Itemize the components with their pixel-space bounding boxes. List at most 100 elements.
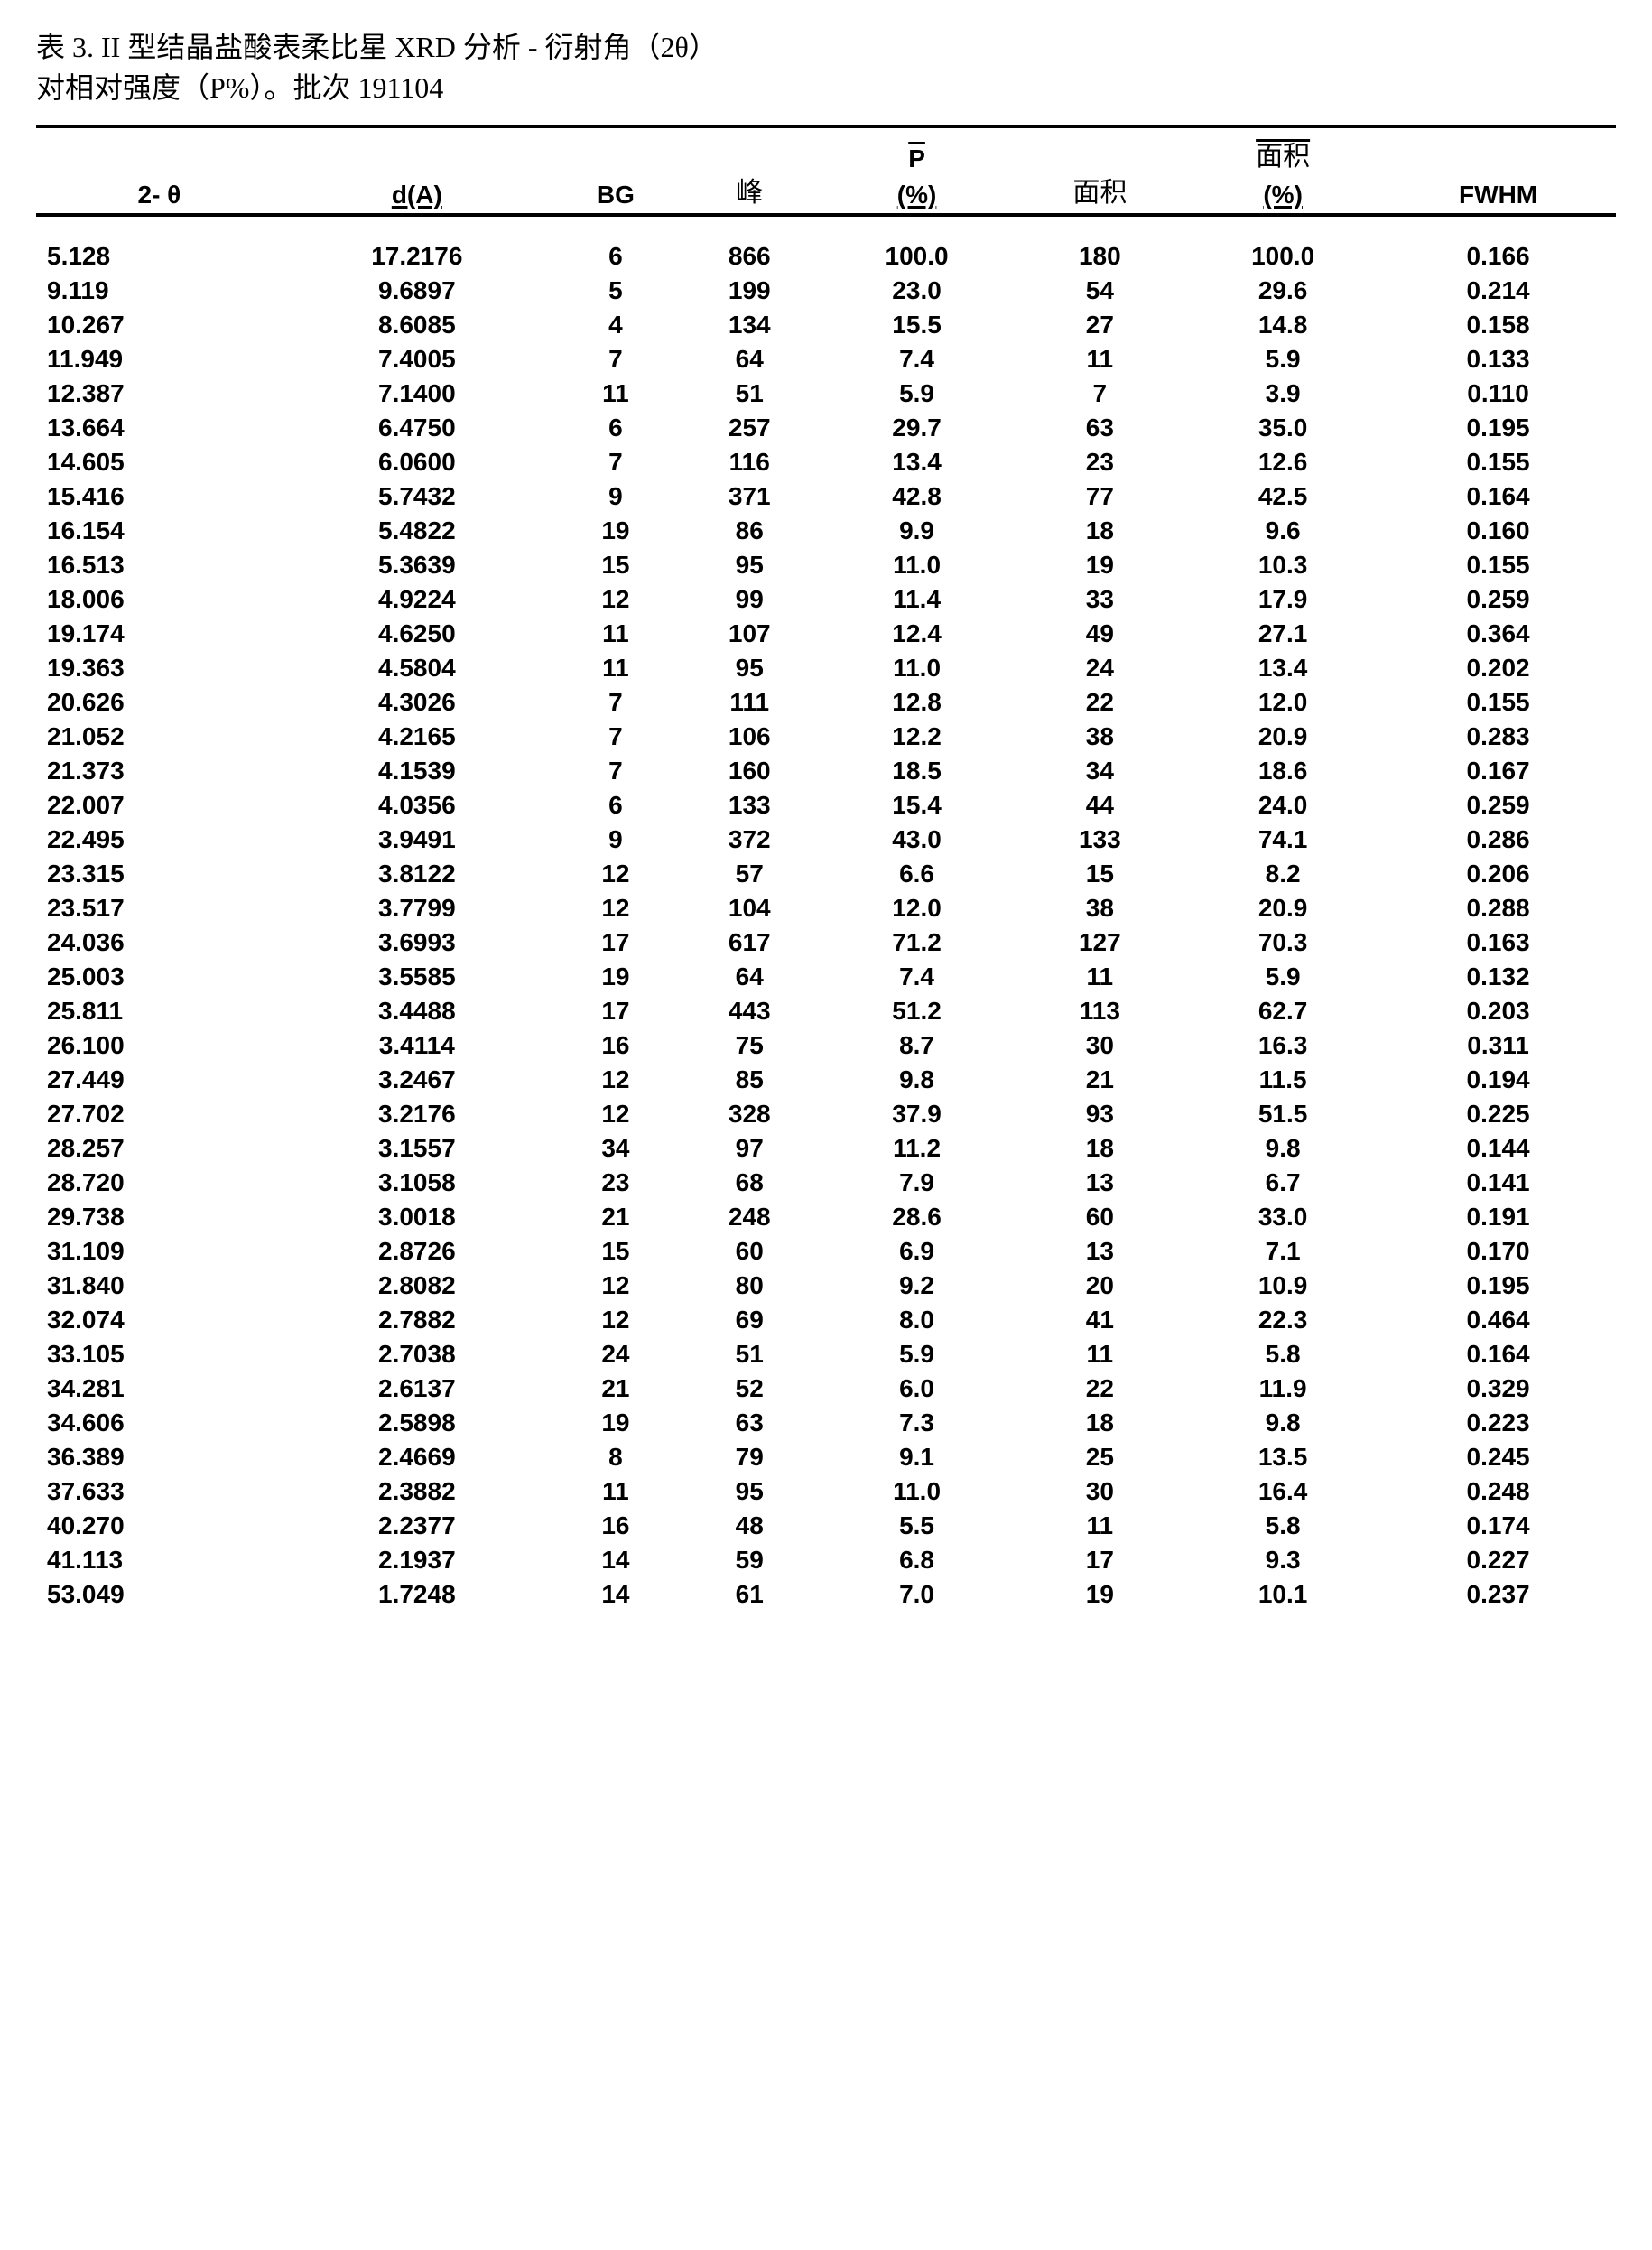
table-cell: 25: [1015, 1440, 1186, 1474]
table-cell: 104: [680, 891, 820, 925]
table-cell: 9.9: [820, 514, 1015, 548]
table-cell: 13.664: [36, 411, 283, 445]
table-cell: 9.6: [1185, 514, 1380, 548]
table-cell: 29.738: [36, 1200, 283, 1234]
table-cell: 0.194: [1380, 1063, 1616, 1097]
table-row: 11.9497.40057647.4115.90.133: [36, 342, 1616, 377]
table-caption: 表 3. II 型结晶盐酸表柔比星 XRD 分析 - 衍射角（2θ） 对相对强度…: [36, 27, 1616, 108]
table-cell: 21.052: [36, 720, 283, 754]
table-cell: 107: [680, 617, 820, 651]
table-cell: 4.1539: [283, 754, 552, 788]
table-cell: 85: [680, 1063, 820, 1097]
table-cell: 3.2467: [283, 1063, 552, 1097]
table-cell: 0.237: [1380, 1577, 1616, 1612]
table-row: 21.3734.1539716018.53418.60.167: [36, 754, 1616, 788]
table-cell: 29.7: [820, 411, 1015, 445]
table-cell: 80: [680, 1269, 820, 1303]
table-cell: 2.4669: [283, 1440, 552, 1474]
table-cell: 11.9: [1185, 1371, 1380, 1406]
table-cell: 0.191: [1380, 1200, 1616, 1234]
table-row: 22.4953.9491937243.013374.10.286: [36, 823, 1616, 857]
table-cell: 23: [552, 1166, 680, 1200]
table-row: 24.0363.69931761771.212770.30.163: [36, 925, 1616, 960]
table-cell: 0.164: [1380, 1337, 1616, 1371]
table-cell: 16.4: [1185, 1474, 1380, 1509]
table-cell: 0.223: [1380, 1406, 1616, 1440]
table-cell: 44: [1015, 788, 1186, 823]
table-cell: 13.4: [1185, 651, 1380, 685]
table-cell: 11.949: [36, 342, 283, 377]
table-cell: 15.5: [820, 308, 1015, 342]
table-cell: 0.155: [1380, 685, 1616, 720]
table-cell: 116: [680, 445, 820, 479]
table-cell: 11.0: [820, 548, 1015, 582]
table-cell: 19.363: [36, 651, 283, 685]
table-cell: 133: [680, 788, 820, 823]
table-cell: 8.7: [820, 1028, 1015, 1063]
table-row: 34.2812.613721526.02211.90.329: [36, 1371, 1616, 1406]
table-cell: 29.6: [1185, 274, 1380, 308]
table-cell: 5.8: [1185, 1509, 1380, 1543]
col-header-bg: BG: [552, 130, 680, 213]
table-cell: 3.7799: [283, 891, 552, 925]
table-cell: 54: [1015, 274, 1186, 308]
table-cell: 38: [1015, 720, 1186, 754]
table-cell: 372: [680, 823, 820, 857]
table-cell: 6.4750: [283, 411, 552, 445]
table-cell: 20.9: [1185, 720, 1380, 754]
table-cell: 16.3: [1185, 1028, 1380, 1063]
table-row: 26.1003.411416758.73016.30.311: [36, 1028, 1616, 1063]
table-cell: 24: [1015, 651, 1186, 685]
table-cell: 10.9: [1185, 1269, 1380, 1303]
table-cell: 42.8: [820, 479, 1015, 514]
table-cell: 21: [552, 1371, 680, 1406]
table-cell: 0.174: [1380, 1509, 1616, 1543]
table-cell: 21: [552, 1200, 680, 1234]
table-row: 15.4165.7432937142.87742.50.164: [36, 479, 1616, 514]
table-cell: 53.049: [36, 1577, 283, 1612]
caption-line-1: 表 3. II 型结晶盐酸表柔比星 XRD 分析 - 衍射角（2θ）: [36, 31, 718, 63]
table-cell: 9.2: [820, 1269, 1015, 1303]
col-header-areapct-top: 面积: [1256, 142, 1310, 172]
table-cell: 60: [680, 1234, 820, 1269]
table-cell: 12: [552, 857, 680, 891]
table-cell: 7: [1015, 377, 1186, 411]
table-row: 37.6332.3882119511.03016.40.248: [36, 1474, 1616, 1509]
table-cell: 4.2165: [283, 720, 552, 754]
table-cell: 25.003: [36, 960, 283, 994]
table-cell: 617: [680, 925, 820, 960]
table-cell: 15: [1015, 857, 1186, 891]
col-header-areapct-bot: (%): [1263, 181, 1303, 209]
table-cell: 133: [1015, 823, 1186, 857]
table-cell: 17: [1015, 1543, 1186, 1577]
table-cell: 95: [680, 1474, 820, 1509]
table-cell: 6.0: [820, 1371, 1015, 1406]
table-cell: 0.227: [1380, 1543, 1616, 1577]
table-cell: 2.5898: [283, 1406, 552, 1440]
table-cell: 51.2: [820, 994, 1015, 1028]
table-cell: 4.6250: [283, 617, 552, 651]
table-row: 18.0064.9224129911.43317.90.259: [36, 582, 1616, 617]
table-cell: 33.0: [1185, 1200, 1380, 1234]
table-cell: 0.203: [1380, 994, 1616, 1028]
table-cell: 22.495: [36, 823, 283, 857]
table-cell: 0.311: [1380, 1028, 1616, 1063]
table-cell: 15: [552, 1234, 680, 1269]
table-row: 5.12817.21766866100.0180100.00.166: [36, 215, 1616, 274]
table-cell: 0.248: [1380, 1474, 1616, 1509]
table-cell: 19: [552, 514, 680, 548]
table-cell: 21: [1015, 1063, 1186, 1097]
table-row: 19.3634.5804119511.02413.40.202: [36, 651, 1616, 685]
table-cell: 11: [552, 377, 680, 411]
table-cell: 18: [1015, 1131, 1186, 1166]
table-cell: 33: [1015, 582, 1186, 617]
table-cell: 95: [680, 651, 820, 685]
table-cell: 40.270: [36, 1509, 283, 1543]
table-cell: 5.4822: [283, 514, 552, 548]
table-row: 16.5135.3639159511.01910.30.155: [36, 548, 1616, 582]
table-cell: 18.6: [1185, 754, 1380, 788]
table-cell: 1.7248: [283, 1577, 552, 1612]
table-cell: 8.0: [820, 1303, 1015, 1337]
table-cell: 70.3: [1185, 925, 1380, 960]
table-cell: 180: [1015, 215, 1186, 274]
